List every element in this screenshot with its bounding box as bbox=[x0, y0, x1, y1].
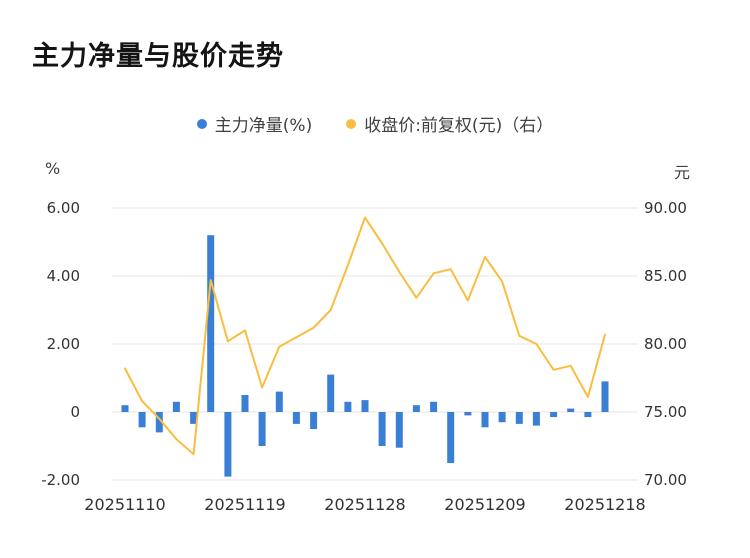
left-axis-tick: 0 bbox=[70, 403, 80, 421]
left-axis-unit: % bbox=[45, 159, 61, 178]
net-volume-bar[interactable] bbox=[412, 405, 420, 412]
right-axis-unit: 元 bbox=[673, 163, 690, 182]
net-volume-bar[interactable] bbox=[584, 412, 592, 418]
left-axis-tick: 6.00 bbox=[47, 199, 80, 217]
net-volume-bar[interactable] bbox=[121, 405, 129, 412]
legend-label: 主力净量(%) bbox=[214, 116, 313, 136]
net-volume-bar[interactable] bbox=[601, 381, 609, 412]
net-volume-bar[interactable] bbox=[190, 412, 198, 424]
right-axis-tick: 85.00 bbox=[644, 267, 687, 285]
legend-item[interactable]: 收盘价:前复权(元)（右） bbox=[346, 111, 553, 136]
legend: 主力净量(%) 收盘价:前复权(元)（右） bbox=[0, 111, 750, 136]
net-volume-bar[interactable] bbox=[155, 412, 163, 433]
net-volume-bar[interactable] bbox=[567, 408, 575, 412]
legend-dot-icon bbox=[196, 118, 207, 129]
net-volume-bar[interactable] bbox=[258, 412, 266, 446]
left-axis-tick: 4.00 bbox=[47, 267, 80, 285]
legend-item[interactable]: 主力净量(%) bbox=[196, 111, 313, 136]
x-axis-tick: 20251110 bbox=[84, 495, 165, 514]
net-volume-bar[interactable] bbox=[498, 412, 506, 423]
net-volume-bar[interactable] bbox=[464, 412, 472, 416]
net-volume-bar[interactable] bbox=[241, 395, 249, 412]
net-volume-bar[interactable] bbox=[344, 401, 352, 412]
net-volume-bar[interactable] bbox=[430, 401, 438, 412]
net-volume-bar[interactable] bbox=[275, 391, 283, 412]
x-axis-tick: 20251128 bbox=[324, 495, 405, 514]
net-volume-bar[interactable] bbox=[378, 412, 386, 446]
net-volume-bar[interactable] bbox=[138, 412, 146, 428]
right-axis-tick: 70.00 bbox=[644, 471, 687, 489]
net-volume-bar[interactable] bbox=[310, 412, 318, 429]
legend-dot-icon bbox=[346, 118, 357, 129]
net-volume-bar[interactable] bbox=[361, 400, 369, 412]
legend-label: 收盘价:前复权(元)（右） bbox=[364, 116, 554, 136]
close-price-line[interactable] bbox=[124, 216, 606, 456]
net-volume-bar[interactable] bbox=[172, 401, 180, 412]
left-axis-tick: -2.00 bbox=[41, 471, 80, 489]
net-volume-bar[interactable] bbox=[395, 412, 403, 448]
left-axis-tick: 2.00 bbox=[47, 335, 80, 353]
net-volume-bar[interactable] bbox=[532, 412, 540, 426]
x-axis-tick: 20251209 bbox=[444, 495, 525, 514]
right-axis-tick: 80.00 bbox=[644, 335, 687, 353]
net-volume-bar[interactable] bbox=[481, 412, 489, 428]
net-volume-bar[interactable] bbox=[207, 235, 215, 412]
net-volume-bar[interactable] bbox=[447, 412, 455, 463]
x-axis-tick: 20251218 bbox=[564, 495, 645, 514]
right-axis-tick: 75.00 bbox=[644, 403, 687, 421]
right-axis-tick: 90.00 bbox=[644, 199, 687, 217]
net-volume-bar[interactable] bbox=[224, 412, 232, 477]
net-volume-bar[interactable] bbox=[292, 412, 300, 424]
x-axis-tick: 20251119 bbox=[204, 495, 285, 514]
net-volume-bar[interactable] bbox=[515, 412, 523, 424]
page-title: 主力净量与股价走势 bbox=[32, 41, 284, 72]
net-volume-bar[interactable] bbox=[327, 374, 335, 412]
net-volume-bar[interactable] bbox=[550, 412, 558, 418]
